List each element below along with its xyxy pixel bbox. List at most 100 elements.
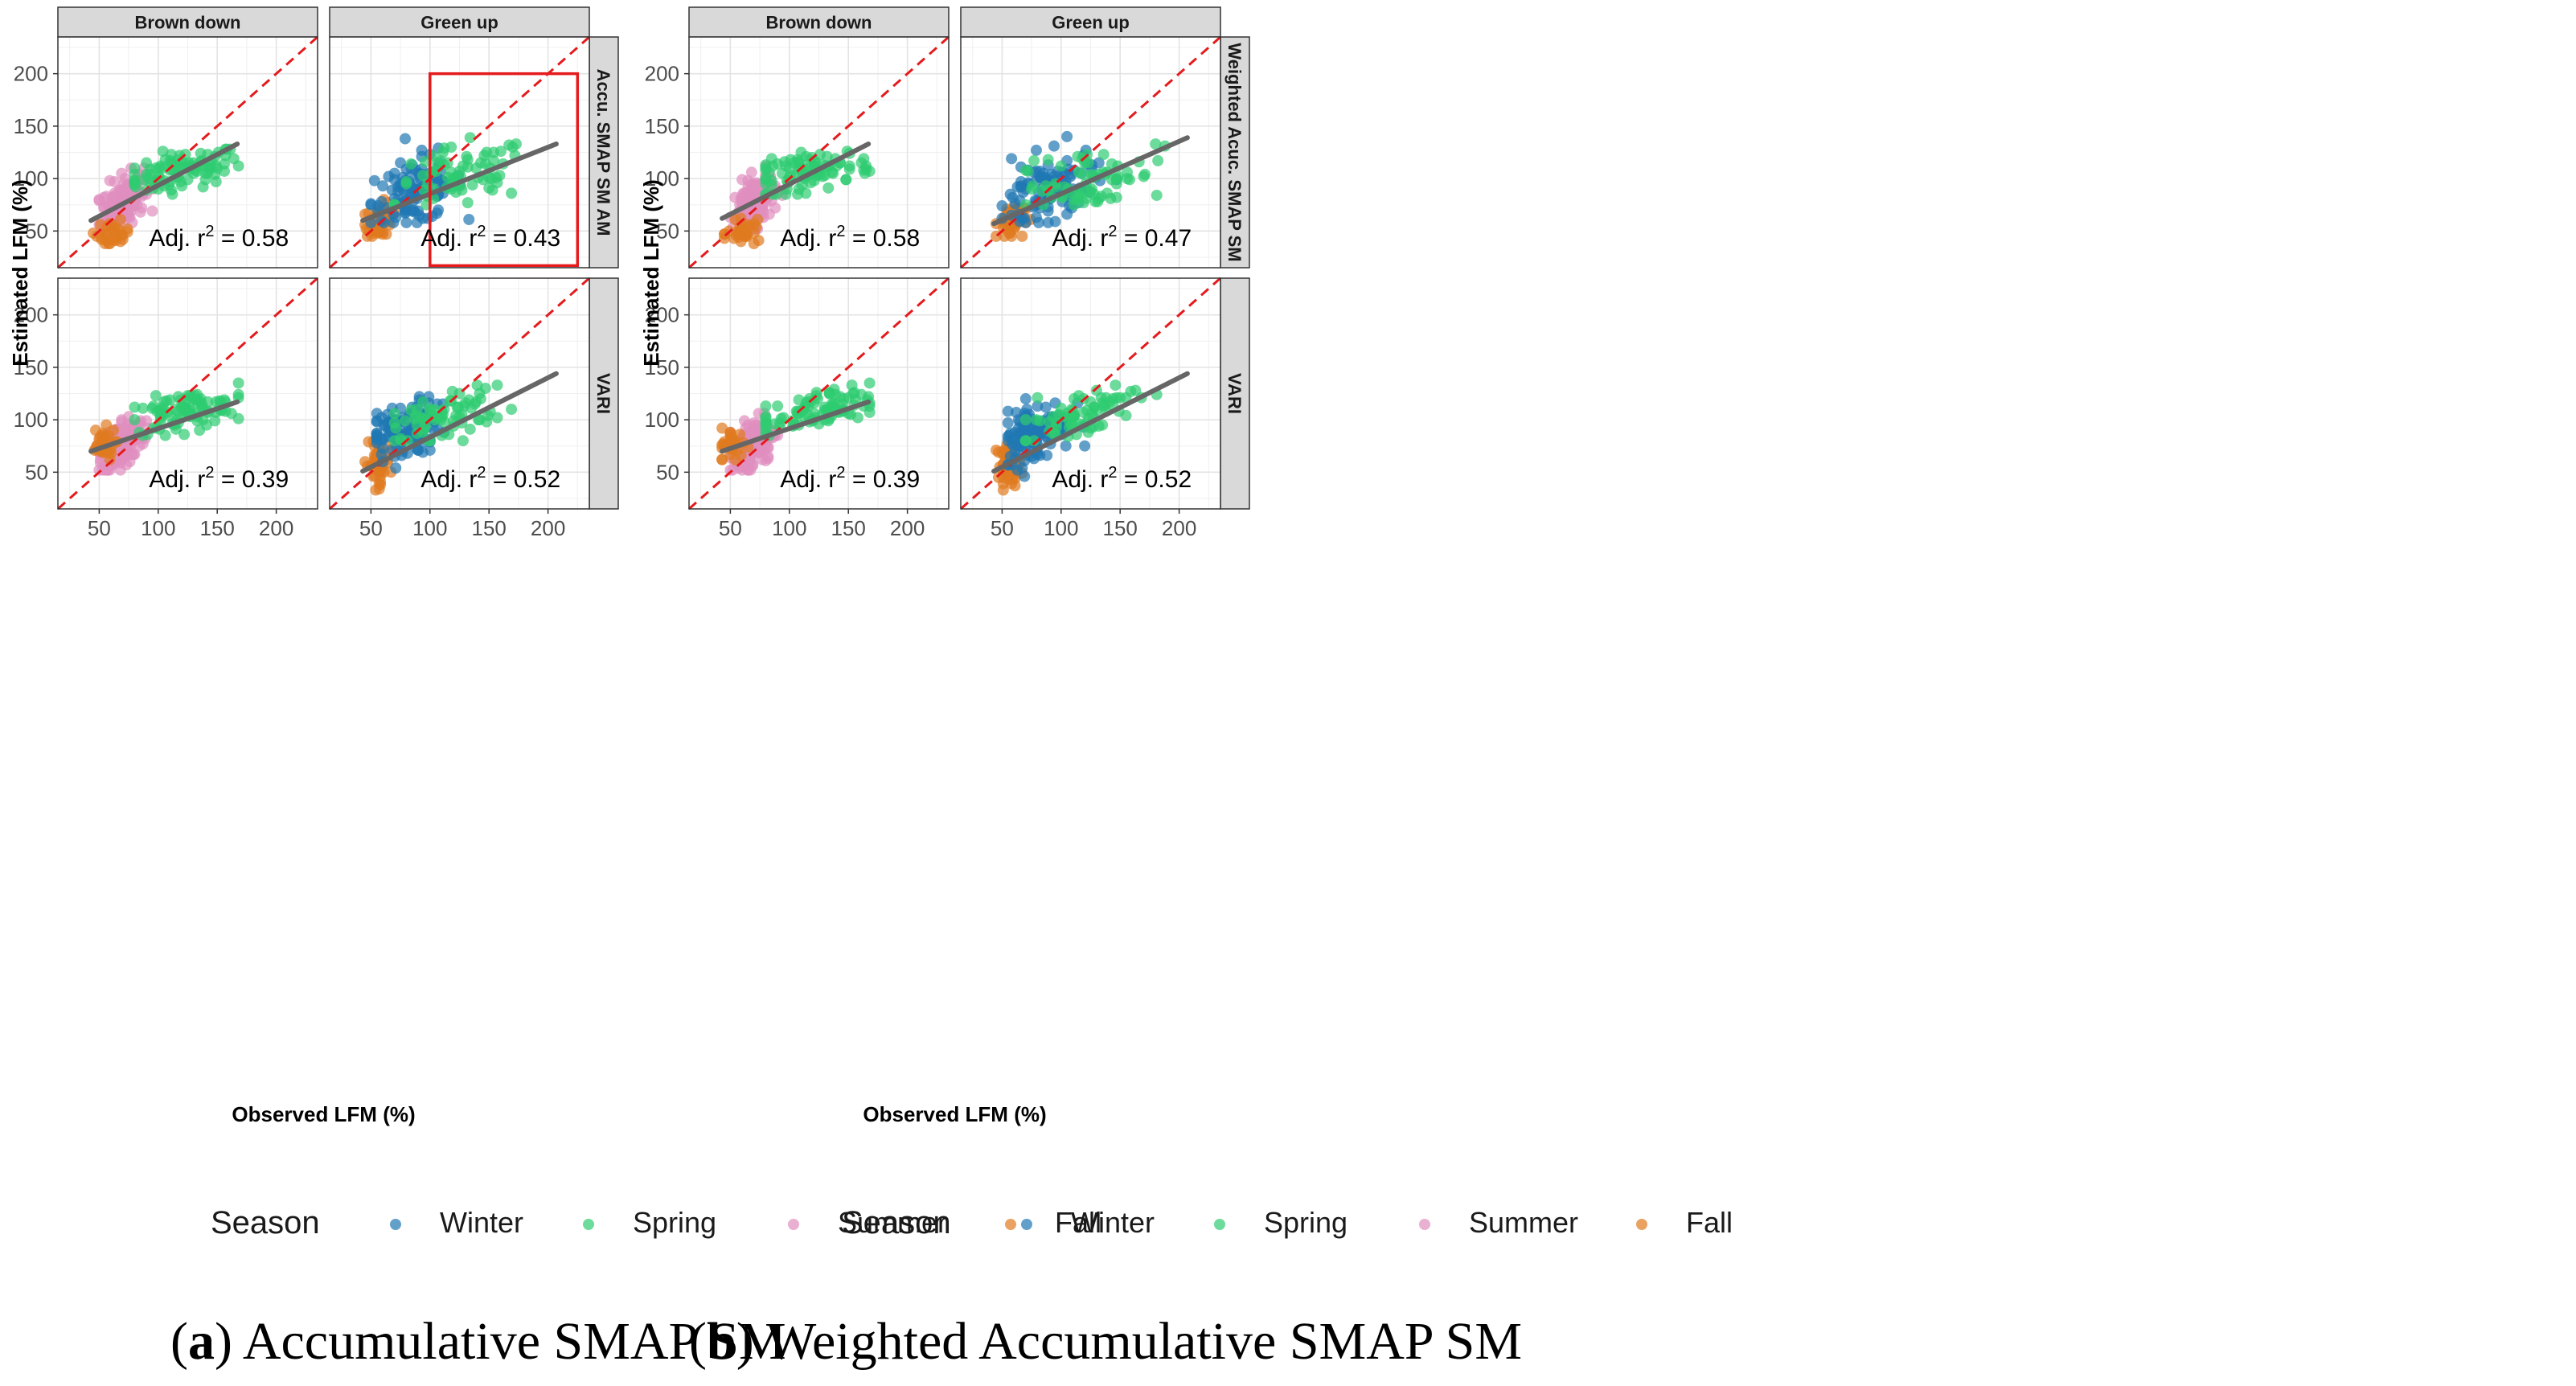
data-point-spring (176, 180, 188, 192)
x-tick-label: 200 (259, 516, 293, 540)
data-point-spring (1110, 379, 1122, 392)
data-point-spring (775, 412, 787, 424)
r2-value: = 0.58 (215, 225, 289, 252)
data-point-winter (377, 180, 389, 192)
data-point-spring (1047, 411, 1059, 423)
data-point-spring (827, 401, 839, 413)
data-point-spring (154, 409, 166, 421)
data-point-spring (494, 170, 506, 182)
facet-label-column: Green up (420, 13, 498, 33)
data-point-summer (114, 187, 126, 199)
facet-label-column: Brown down (135, 13, 241, 33)
data-point-spring (178, 401, 191, 413)
panel: Adj. r2 = 0.39 50 100 150 200 50 100 150 200 (14, 277, 318, 540)
data-point-spring (150, 390, 162, 402)
data-point-fall (729, 213, 741, 225)
y-tick-label: 150 (645, 114, 679, 138)
data-point-spring (466, 402, 478, 414)
data-point-winter (399, 133, 411, 145)
regression-line (360, 141, 559, 223)
data-point-summer (757, 201, 769, 213)
regression-line (360, 371, 559, 474)
data-point-winter (368, 174, 380, 187)
data-point-spring (790, 405, 802, 417)
r2-annotation: Adj. r2 = 0.43 (420, 223, 560, 252)
data-point-winter (1009, 198, 1021, 210)
x-tick-label: 200 (531, 516, 565, 540)
y-tick-label: 150 (14, 355, 48, 379)
one-to-one-line (688, 277, 950, 511)
data-point-winter (1061, 130, 1073, 142)
legend-label-fall: Fall (1686, 1206, 1733, 1239)
panel: Adj. r2 = 0.58 50 100 150 200 (645, 35, 950, 269)
legend-title: Season (211, 1205, 320, 1240)
r2-superscript: 2 (836, 464, 845, 482)
legend: Season Winter Spring Summer Fall (211, 1205, 1101, 1240)
data-point-fall (1002, 474, 1014, 486)
data-point-spring (1122, 173, 1134, 185)
data-point-spring (1022, 165, 1034, 177)
data-point-spring (1072, 150, 1084, 162)
r2-prefix: Adj. r (420, 466, 477, 493)
data-point-spring (1077, 168, 1089, 180)
data-point-summer (98, 191, 110, 203)
data-point-spring (457, 435, 469, 447)
data-point-fall (89, 424, 101, 437)
r2-prefix: Adj. r (780, 225, 836, 252)
legend-key-winter (390, 1219, 401, 1230)
data-point-spring (843, 163, 855, 175)
regression-line (720, 399, 872, 454)
data-point-spring (1101, 187, 1114, 199)
data-point-spring (1068, 393, 1080, 405)
data-point-winter (463, 213, 475, 225)
data-point-spring (461, 161, 474, 173)
r2-superscript: 2 (477, 223, 486, 240)
data-point-fall (992, 471, 1004, 483)
data-point-spring (470, 162, 482, 174)
r2-prefix: Adj. r (1052, 466, 1108, 493)
data-point-spring (232, 160, 244, 172)
data-point-winter (1019, 393, 1032, 405)
r2-annotation: Adj. r2 = 0.58 (149, 223, 289, 252)
legend-label-winter: Winter (440, 1206, 523, 1239)
data-point-spring (438, 404, 450, 416)
panel: Adj. r2 = 0.39 50 100 150 200 50 100 150 200 (645, 277, 950, 540)
y-tick-label: 200 (645, 303, 679, 327)
y-tick-label: 50 (25, 460, 48, 484)
data-point-spring (1152, 154, 1164, 166)
data-point-winter (1002, 430, 1014, 442)
r2-prefix: Adj. r (1052, 225, 1108, 252)
x-tick-label: 100 (141, 516, 175, 540)
data-point-summer (146, 205, 158, 217)
data-point-spring (1073, 189, 1085, 201)
legend-key-summer (788, 1219, 799, 1230)
data-point-fall (108, 424, 120, 437)
data-point-spring (1097, 149, 1110, 161)
data-point-spring (780, 160, 792, 172)
data-point-spring (1028, 154, 1040, 166)
r2-annotation: Adj. r2 = 0.39 (780, 464, 920, 493)
data-point-spring (129, 181, 142, 193)
one-to-one-line (57, 277, 318, 511)
facet-strip-row (589, 36, 619, 269)
data-point-spring (760, 173, 772, 185)
legend-label-spring: Spring (633, 1206, 716, 1239)
r2-annotation: Adj. r2 = 0.52 (1052, 464, 1192, 493)
data-point-spring (1103, 396, 1115, 408)
data-point-winter (375, 433, 388, 445)
r2-superscript: 2 (836, 223, 845, 240)
data-point-spring (408, 412, 420, 424)
facet-strip-column (688, 6, 950, 38)
panel-border (329, 36, 590, 269)
data-point-spring (840, 174, 852, 186)
data-point-winter (412, 444, 425, 456)
panel-border (57, 277, 318, 510)
data-point-spring (808, 408, 820, 420)
data-point-spring (461, 197, 474, 209)
facet-strip-column (329, 6, 590, 38)
data-point-winter (1061, 208, 1073, 220)
y-tick-label: 200 (645, 62, 679, 86)
data-point-spring (772, 400, 784, 412)
data-point-spring (172, 160, 184, 172)
